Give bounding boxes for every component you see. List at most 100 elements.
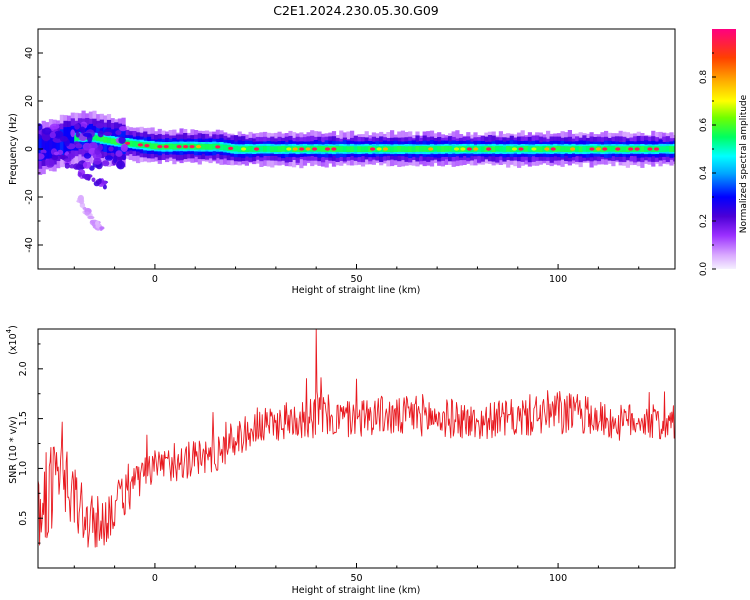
- snr-panel: 0 50 100 0.5 1.0 1.5 2.0 Height of straight l…: [5, 325, 676, 596]
- spectrogram-tail-blob: [64, 162, 70, 169]
- spectrogram-peak-cell: [602, 147, 608, 151]
- spectrogram-blob: [97, 130, 104, 138]
- spectrogram-blob: [108, 146, 114, 152]
- spectrogram-tail-blob: [87, 215, 95, 220]
- spectrogram-peak-cell: [286, 147, 292, 151]
- colorbar-tick-label: 0.4: [699, 166, 709, 181]
- spectrogram-core-cell: [665, 145, 670, 152]
- spectrogram-core-cell: [411, 146, 416, 153]
- spectrogram-core-cell: [386, 146, 391, 152]
- spectrogram-core-cell: [408, 146, 413, 152]
- spectrogram-blob: [120, 143, 128, 152]
- spectrogram-core-cell: [263, 146, 268, 152]
- spectrogram-blob: [49, 131, 56, 139]
- spectrogram-blob: [93, 157, 102, 165]
- spectrogram-core-cell: [92, 134, 97, 141]
- spectrogram-peak-cell: [124, 141, 131, 145]
- spectrogram-peak-cell: [460, 147, 466, 151]
- snr-y-ticks: 0.5 1.0 1.5 2.0: [18, 343, 43, 544]
- chart-title: C2E1.2024.230.05.30.G09: [273, 3, 439, 18]
- spectrogram-core-cell: [658, 146, 663, 152]
- spectrogram-core-cell: [498, 146, 503, 152]
- spectrogram-blob: [104, 155, 114, 161]
- spectrogram-tail-blob: [95, 179, 102, 185]
- spectrogram-core-cell: [317, 145, 322, 152]
- spectrogram-blob: [38, 133, 42, 140]
- spectrogram-core-cell: [302, 146, 308, 152]
- x-tick-label: 100: [549, 573, 567, 584]
- spectrogram-blob: [41, 132, 51, 142]
- spectrogram-core-cell: [172, 143, 177, 150]
- spectrogram-core-cell: [651, 146, 656, 152]
- spectrogram-core-cell: [644, 146, 649, 152]
- spectrogram-band-cell: [56, 131, 61, 156]
- spectrogram-core-cell: [103, 136, 108, 143]
- colorbar-ticks: 0.0 0.2 0.4 0.6 0.8: [699, 52, 716, 276]
- spectrogram-core-cell: [233, 145, 239, 152]
- spectrogram-peak-cell: [486, 147, 492, 151]
- y-tick-label: 2.0: [18, 361, 29, 376]
- colorbar: 0.0 0.2 0.4 0.6 0.8 Normalized spectral ampl…: [699, 29, 749, 276]
- spectrogram-core-cell: [248, 146, 253, 152]
- spectrogram-core-cell: [582, 146, 587, 152]
- spectrogram-blob: [116, 160, 126, 170]
- spectrogram-core-cell: [342, 146, 347, 152]
- spectrogram-blob: [115, 150, 123, 157]
- spectrogram-blob: [115, 130, 122, 136]
- spectrogram-tail-blob: [81, 173, 89, 179]
- spectrogram-peak-cell: [176, 145, 182, 149]
- spectrogram-peak-cell: [550, 147, 556, 151]
- spectrogram-core-cell: [335, 146, 340, 152]
- spectrogram-core-cell: [607, 145, 612, 152]
- spectrogram-peak-cell: [157, 145, 163, 149]
- spectrogram-peak-cell: [292, 147, 298, 151]
- spectrogram-core-cell: [339, 146, 344, 152]
- spectrogram-core-cell: [437, 146, 442, 152]
- spectrogram-core-cell: [415, 146, 420, 152]
- spectrogram-core-cell: [132, 141, 137, 147]
- spectrogram-peak-cell: [183, 145, 189, 149]
- spectrogram-core-cell: [259, 145, 264, 152]
- spectrogram-peak-cell: [511, 147, 518, 151]
- spectrogram-peak-cell: [163, 145, 169, 149]
- spectrogram-peak-cell: [215, 145, 221, 149]
- spectrogram-peak-cell: [589, 147, 595, 151]
- spectrogram-core-cell: [110, 138, 115, 145]
- spectrogram-core-cell: [527, 146, 532, 152]
- spectrogram-core-cell: [538, 146, 543, 153]
- y-tick-label: -40: [24, 237, 35, 253]
- spectrogram-core-cell: [219, 144, 224, 151]
- spectrogram-core-cell: [393, 146, 398, 152]
- snr-series-line: [38, 329, 675, 548]
- spectrogram-core-cell: [622, 146, 627, 153]
- y-tick-label: 0.5: [18, 511, 29, 526]
- spectrogram-tail-blob: [77, 172, 83, 177]
- x-tick-label: 100: [549, 274, 567, 285]
- spectrogram-core-cell: [502, 146, 507, 153]
- spectrogram-peak-cell: [241, 147, 247, 151]
- spectrogram-core-cell: [560, 146, 565, 152]
- spectrogram-peak-cell: [428, 147, 434, 151]
- spectrogram-core-cell: [212, 143, 217, 150]
- spectrogram-core-cell: [422, 146, 427, 152]
- spectrogram-peak-cell: [299, 147, 305, 151]
- y-tick-label: -20: [24, 189, 35, 205]
- spectrogram-blob: [103, 131, 113, 136]
- spectrogram-core-cell: [578, 146, 583, 153]
- spectrogram-heatmap: [38, 110, 675, 231]
- spectrogram-core-cell: [350, 146, 355, 152]
- spectrogram-core-cell: [360, 146, 366, 153]
- spectrogram-tail-blob: [53, 151, 60, 156]
- spectrogram-tail-blob: [84, 211, 90, 216]
- spectrogram-tail-blob: [78, 198, 85, 205]
- spectrogram-x-ticks: 0 50 100: [73, 264, 640, 285]
- spectrogram-core-cell: [106, 137, 112, 144]
- spectrogram-y-ticks: -40 -20 0 20 40: [24, 28, 43, 270]
- spectrogram-blob: [38, 153, 45, 160]
- spectrogram-band-cell: [45, 134, 50, 159]
- spectrogram-peak-cell: [544, 147, 550, 151]
- spectrogram-core-cell: [204, 143, 210, 150]
- spectrogram-blob: [75, 143, 83, 149]
- spectrogram-core-cell: [491, 146, 496, 153]
- spectrogram-blob: [67, 153, 74, 160]
